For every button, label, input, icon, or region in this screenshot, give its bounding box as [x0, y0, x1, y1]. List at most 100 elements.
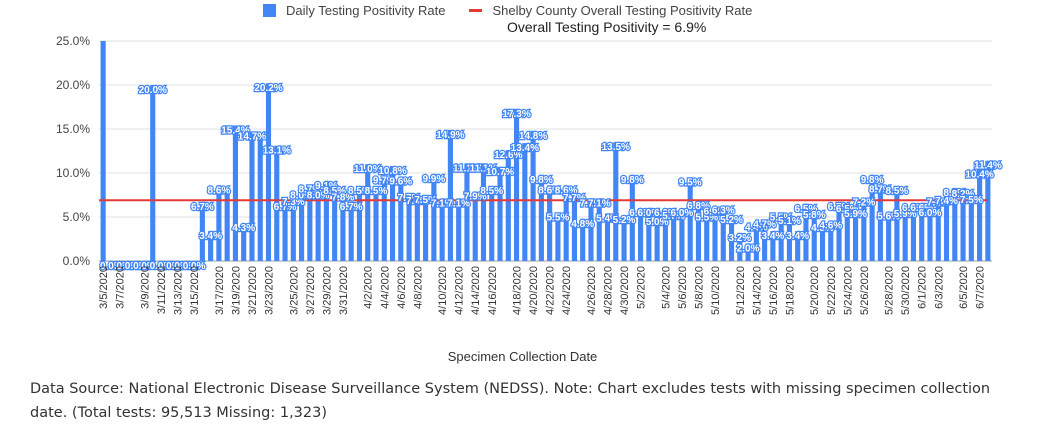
x-tick-label: 5/20/2020: [809, 266, 821, 315]
bar: [869, 174, 875, 261]
bar-data-label: 7.5%: [414, 195, 437, 206]
bar-data-label: 0.0%: [150, 261, 173, 272]
bar-data-label: 9.8%: [621, 175, 644, 186]
bar: [968, 195, 974, 261]
bar: [406, 193, 412, 261]
bar-data-label: 7.1%: [588, 199, 611, 210]
x-tick-label: 3/13/2020: [173, 266, 185, 315]
y-tick-label: 0.0%: [63, 254, 91, 268]
bar-data-label: 10.4%: [965, 169, 993, 180]
bar: [505, 150, 511, 261]
bar: [629, 174, 635, 261]
legend-label-daily: Daily Testing Positivity Rate: [286, 3, 446, 18]
bar: [844, 203, 850, 261]
bar: [373, 186, 379, 261]
x-tick-label: 3/21/2020: [247, 266, 259, 315]
bar: [952, 187, 958, 261]
bar: [811, 209, 817, 261]
bar: [216, 185, 222, 261]
bar: [398, 176, 404, 261]
x-tick-label: 3/5/2020: [98, 266, 110, 309]
legend-line-swatch: [469, 9, 483, 12]
bar: [332, 186, 338, 261]
chart-legend: Daily Testing Positivity Rate Shelby Cou…: [263, 3, 776, 18]
bar: [232, 125, 238, 261]
x-tick-label: 6/1/2020: [917, 266, 929, 309]
x-tick-label: 4/24/2020: [561, 266, 573, 315]
bar-data-label: 14.8%: [519, 131, 547, 142]
bar: [274, 145, 280, 261]
bar-data-label: 7.1%: [447, 199, 470, 210]
bar: [563, 185, 569, 261]
bar: [571, 193, 578, 261]
bar-data-label: 6.5%: [795, 204, 818, 215]
bar-data-label: 6.7%: [191, 202, 214, 213]
bar: [381, 175, 387, 261]
bar-data-label: 9.1%: [315, 181, 338, 192]
bar-data-label: 7.7%: [563, 193, 586, 204]
bar: [745, 243, 751, 261]
x-tick-label: 3/11/2020: [156, 266, 168, 314]
bar: [720, 205, 726, 261]
legend-label-overall: Shelby County Overall Testing Positivity…: [492, 3, 753, 18]
bar-data-label: 7.1%: [431, 199, 454, 210]
x-tick-label: 6/7/2020: [975, 266, 987, 309]
x-tick-label: 5/30/2020: [900, 266, 912, 315]
bar-data-label: 9.6%: [389, 177, 412, 188]
bar: [960, 188, 966, 261]
bar: [671, 210, 677, 261]
bar-data-label: 7.4%: [935, 196, 958, 207]
bar: [596, 198, 602, 261]
bar-data-label: 4.6%: [819, 221, 842, 232]
bar: [737, 232, 743, 261]
bar: [282, 202, 288, 261]
bar: [249, 131, 255, 261]
bar: [555, 212, 561, 261]
bar-data-label: 9.8%: [861, 175, 884, 186]
bar-data-label: 0.0%: [100, 261, 123, 272]
legend-item-overall[interactable]: Shelby County Overall Testing Positivity…: [469, 3, 752, 18]
bar-data-label: 4.7%: [753, 220, 776, 231]
bar: [621, 215, 627, 261]
bar-data-label: 5.1%: [778, 216, 801, 227]
bar-data-label: 8.7%: [298, 184, 321, 195]
bar: [480, 163, 487, 261]
bar: [464, 163, 470, 261]
bar-data-label: 6.7%: [828, 202, 851, 213]
bar-data-label: 8.6%: [207, 185, 230, 196]
bar-data-label: 5.2%: [613, 215, 636, 226]
bar-data-label: 14.9%: [436, 130, 464, 141]
bar: [836, 202, 842, 261]
bar: [431, 173, 437, 261]
bar-data-label: 9.9%: [422, 174, 445, 185]
bar: [886, 211, 892, 261]
bar-data-label: 8.5%: [365, 186, 388, 197]
bar-data-label: 8.3%: [943, 188, 966, 199]
bar-data-label: 6.0%: [919, 208, 942, 219]
x-tick-label: 4/14/2020: [470, 266, 482, 315]
x-tick-label: 3/25/2020: [288, 266, 300, 315]
bar: [679, 208, 685, 261]
x-tick-label: 4/6/2020: [396, 266, 408, 309]
bar: [662, 208, 668, 261]
x-tick-label: 6/5/2020: [958, 266, 970, 309]
bar-data-label: 2.0%: [737, 243, 760, 254]
bar-data-label: 6.5%: [836, 204, 859, 215]
bar-data-label: 0.0%: [125, 261, 148, 272]
bar: [654, 217, 660, 261]
legend-item-daily[interactable]: Daily Testing Positivity Rate: [263, 3, 445, 18]
bar: [828, 220, 834, 261]
bar-data-label: 0.0%: [133, 261, 156, 272]
bar: [762, 219, 768, 261]
overall-positivity-annotation: Overall Testing Positivity = 6.9%: [507, 19, 707, 35]
bar: [472, 191, 478, 261]
bar-data-label: 7.7%: [398, 193, 421, 204]
bar-data-label: 6.0%: [629, 208, 652, 219]
bar: [877, 184, 883, 261]
bar-data-label: 3.4%: [199, 231, 222, 242]
bar-data-label: 6.0%: [671, 208, 694, 219]
bar-data-label: 7.3%: [282, 197, 305, 208]
bar-data-label: 6.0%: [654, 208, 677, 219]
bar-data-label: 8.5%: [886, 186, 909, 197]
y-tick-label: 25.0%: [56, 34, 90, 48]
